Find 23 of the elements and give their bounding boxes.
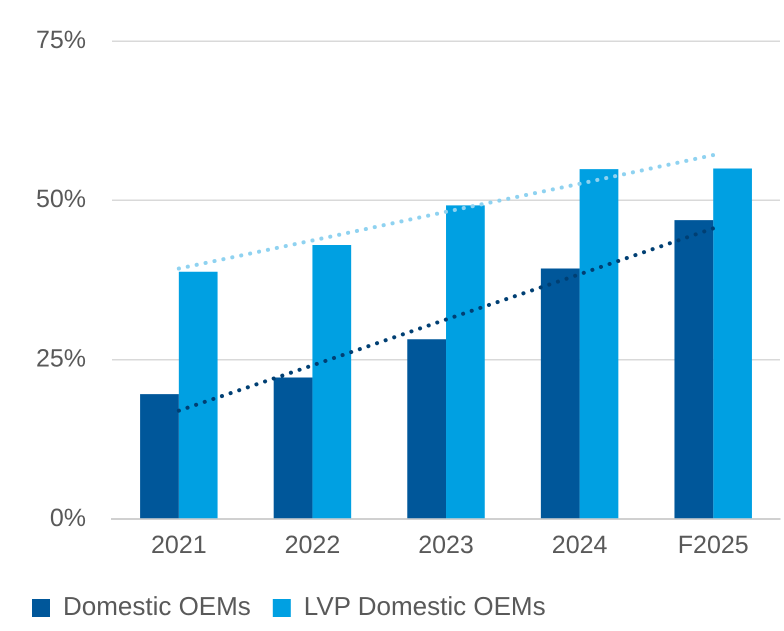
x-tick-label: F2025 bbox=[678, 530, 749, 559]
line-series bbox=[176, 226, 716, 413]
bar bbox=[274, 378, 312, 518]
y-tick-label: 50% bbox=[36, 185, 86, 214]
x-tick-label: 2021 bbox=[151, 530, 207, 559]
y-tick-label: 25% bbox=[36, 344, 86, 373]
bar bbox=[312, 244, 352, 518]
bar bbox=[140, 394, 179, 518]
bar bbox=[580, 169, 618, 518]
legend-label: Domestic OEMs bbox=[63, 591, 251, 622]
bar bbox=[540, 268, 580, 518]
line-series bbox=[176, 153, 716, 271]
bar bbox=[407, 339, 446, 518]
bar bbox=[674, 220, 714, 518]
x-tick-label: 2023 bbox=[418, 530, 474, 559]
bar bbox=[713, 168, 752, 518]
x-tick-label: 2022 bbox=[284, 530, 340, 559]
y-tick-label: 75% bbox=[36, 26, 86, 54]
bar bbox=[446, 205, 485, 518]
y-tick-label: 0% bbox=[50, 504, 86, 532]
x-tick-label: 2024 bbox=[552, 530, 608, 559]
legend-label: LVP Domestic OEMs bbox=[304, 591, 546, 622]
bar bbox=[178, 272, 218, 518]
